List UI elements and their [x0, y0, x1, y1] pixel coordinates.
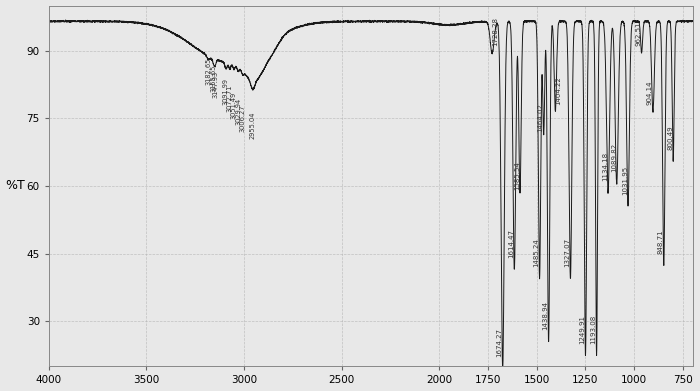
Text: 848.71: 848.71 [658, 229, 664, 254]
Text: 1089.82: 1089.82 [610, 143, 617, 172]
Text: 3147.93: 3147.93 [212, 71, 218, 98]
Text: 1404.22: 1404.22 [555, 76, 561, 105]
Text: 3072.71: 3072.71 [227, 84, 233, 112]
Text: 3051.49: 3051.49 [231, 91, 237, 118]
Text: 3006.27: 3006.27 [239, 105, 246, 132]
Text: 1249.91: 1249.91 [580, 315, 585, 344]
Text: 1614.47: 1614.47 [508, 229, 514, 258]
Text: 904.14: 904.14 [647, 80, 653, 105]
Y-axis label: %T: %T [6, 179, 25, 192]
Text: 2955.04: 2955.04 [250, 111, 255, 139]
Text: 1585.54: 1585.54 [514, 162, 520, 190]
Text: 1193.08: 1193.08 [591, 315, 596, 344]
Text: 3091.99: 3091.99 [223, 78, 229, 105]
Text: 1485.24: 1485.24 [533, 239, 540, 267]
Text: 3182.65: 3182.65 [205, 57, 211, 85]
Text: 3155.65: 3155.65 [211, 64, 216, 91]
Text: 1464.02: 1464.02 [538, 103, 544, 132]
Text: 1327.07: 1327.07 [564, 238, 570, 267]
Text: 800.49: 800.49 [667, 125, 673, 150]
Text: 1728.28: 1728.28 [492, 17, 498, 46]
Text: 3029.94: 3029.94 [235, 98, 241, 125]
Text: 962.51: 962.51 [636, 22, 642, 46]
Text: 1031.95: 1031.95 [622, 166, 628, 195]
Text: 1134.18: 1134.18 [602, 152, 608, 181]
Text: 1438.94: 1438.94 [542, 301, 549, 330]
Text: 1674.27: 1674.27 [497, 328, 503, 357]
